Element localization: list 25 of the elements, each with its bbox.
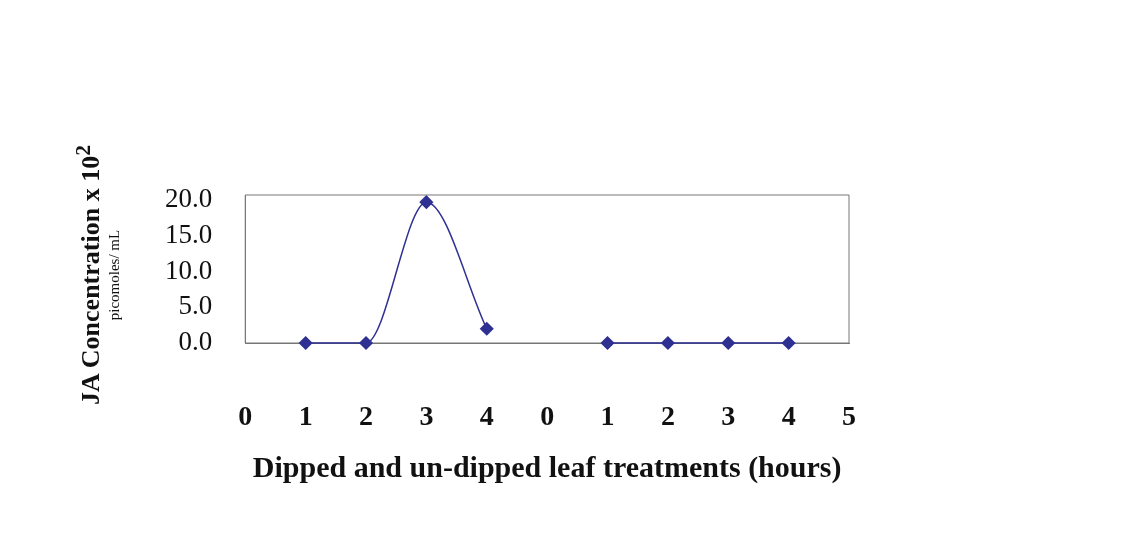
y-tick-label: 15.0	[165, 218, 213, 249]
point	[298, 336, 313, 350]
x-tick-label: 1	[600, 400, 615, 432]
x-tick-label: 2	[359, 400, 373, 432]
x-axis-title: Dipped and un-dipped leaf treatments (hours)	[252, 449, 842, 484]
y-tick-label: 20.0	[165, 183, 213, 214]
point	[781, 336, 796, 350]
x-tick-label: 2	[660, 400, 675, 432]
point	[359, 336, 373, 350]
x-tick-label: 3	[721, 400, 736, 432]
x-tick-label: 0	[238, 400, 253, 432]
y-tick-label: 0.0	[178, 326, 213, 357]
point	[419, 195, 434, 209]
x-tick-label: 0	[540, 400, 555, 432]
x-tick-label: 4	[781, 400, 796, 432]
x-tick-label: 1	[298, 400, 313, 432]
x-tick-label: 3	[419, 400, 434, 432]
point	[480, 321, 494, 336]
x-tick-label: 4	[479, 400, 494, 432]
y-tick-label: 5.0	[178, 290, 213, 321]
point	[661, 336, 675, 350]
y-tick-label: 10.0	[165, 254, 213, 285]
point	[600, 336, 615, 350]
point	[721, 336, 735, 350]
x-tick-label: 5	[842, 400, 856, 432]
